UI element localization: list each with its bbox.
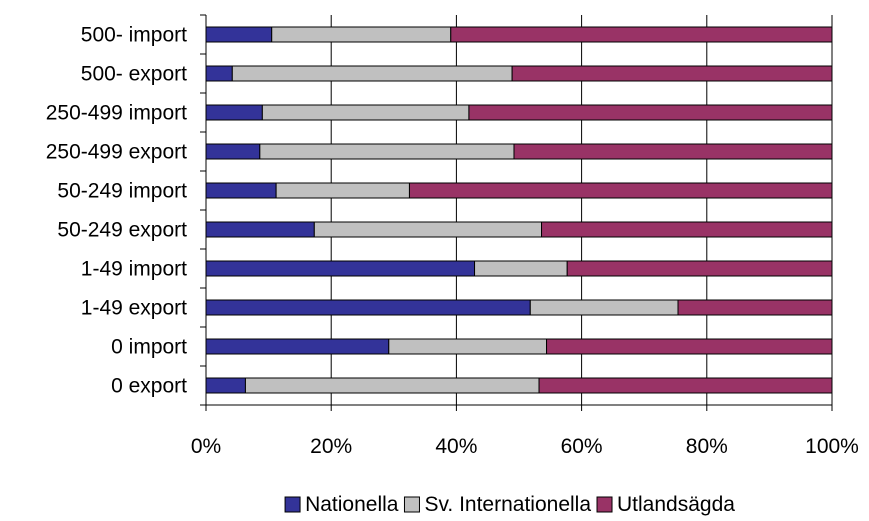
y-tick-label: 1-49 import bbox=[81, 258, 187, 281]
legend-label: Nationella bbox=[305, 493, 399, 516]
bar-1-49-import-sv-internationella bbox=[474, 260, 568, 277]
y-tick-label: 50-249 import bbox=[57, 180, 187, 203]
x-tick-label: 0% bbox=[191, 435, 221, 458]
x-tick-label: 80% bbox=[686, 435, 728, 458]
x-tick-label: 20% bbox=[310, 435, 352, 458]
bar-0-export-nationella bbox=[205, 377, 246, 394]
bar-0-import-nationella bbox=[205, 338, 390, 355]
x-tick-label: 100% bbox=[805, 435, 859, 458]
legend-item-nationella: Nationella bbox=[284, 493, 399, 516]
bar-500-export-sv-internationella bbox=[231, 65, 513, 82]
legend-swatch bbox=[403, 496, 420, 513]
x-tick-labels: 0% 20% 40% 60% 80% 100% bbox=[191, 435, 859, 458]
bar-50-249-export-sv-internationella bbox=[313, 221, 543, 238]
y-tick-label: 0 export bbox=[111, 375, 187, 398]
axes bbox=[200, 14, 833, 411]
bar-500-import-nationella bbox=[205, 26, 273, 43]
bar-50-249-import-utlands-gda bbox=[408, 182, 833, 199]
y-tick-label: 250-499 export bbox=[46, 141, 187, 164]
bar-0-export-utlands-gda bbox=[538, 377, 833, 394]
legend-swatch bbox=[284, 496, 301, 513]
x-tick-label: 60% bbox=[561, 435, 603, 458]
y-tick-label: 250-499 import bbox=[46, 102, 187, 125]
legend-item-sv-internationella: Sv. Internationella bbox=[403, 493, 591, 516]
bar-250-499-export-utlands-gda bbox=[513, 143, 833, 160]
x-tick-label: 40% bbox=[435, 435, 477, 458]
y-tick-label: 50-249 export bbox=[57, 219, 187, 242]
bar-500-import-sv-internationella bbox=[271, 26, 452, 43]
y-tick-label: 500- export bbox=[81, 63, 187, 86]
legend-label: Utlandsägda bbox=[617, 493, 735, 516]
bar-1-49-import-utlands-gda bbox=[566, 260, 833, 277]
bar-500-export-utlands-gda bbox=[511, 65, 833, 82]
bar-1-49-export-sv-internationella bbox=[529, 299, 679, 316]
legend: Nationella Sv. Internationella Utlandsägda bbox=[284, 493, 735, 516]
bar-50-249-export-utlands-gda bbox=[541, 221, 833, 238]
bars bbox=[205, 26, 833, 394]
bar-50-249-export-nationella bbox=[205, 221, 315, 238]
bar-50-249-import-nationella bbox=[205, 182, 277, 199]
bar-500-export-nationella bbox=[205, 65, 233, 82]
y-tick-labels: 500- import 500- export 250-499 import 250-… bbox=[46, 24, 187, 398]
bar-0-export-sv-internationella bbox=[244, 377, 540, 394]
legend-item-utlands-gda: Utlandsägda bbox=[596, 493, 735, 516]
bar-250-499-export-sv-internationella bbox=[259, 143, 515, 160]
bar-500-import-utlands-gda bbox=[450, 26, 833, 43]
bar-0-import-sv-internationella bbox=[388, 338, 548, 355]
bar-1-49-export-nationella bbox=[205, 299, 531, 316]
bar-250-499-import-sv-internationella bbox=[261, 104, 470, 121]
bar-250-499-import-nationella bbox=[205, 104, 263, 121]
bar-50-249-import-sv-internationella bbox=[275, 182, 410, 199]
y-tick-label: 1-49 export bbox=[81, 297, 187, 320]
y-tick-label: 500- import bbox=[81, 24, 187, 47]
bar-0-import-utlands-gda bbox=[546, 338, 833, 355]
bar-1-49-import-nationella bbox=[205, 260, 476, 277]
y-tick-label: 0 import bbox=[111, 336, 187, 359]
legend-swatch bbox=[596, 496, 613, 513]
bar-1-49-export-utlands-gda bbox=[677, 299, 833, 316]
bar-250-499-import-utlands-gda bbox=[468, 104, 833, 121]
legend-label: Sv. Internationella bbox=[424, 493, 591, 516]
bar-250-499-export-nationella bbox=[205, 143, 261, 160]
